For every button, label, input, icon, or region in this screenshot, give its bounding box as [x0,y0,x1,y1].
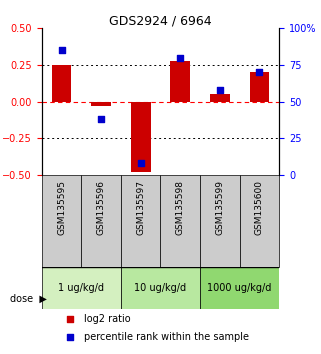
FancyBboxPatch shape [42,267,121,309]
Bar [131,102,151,172]
Point [68,316,73,321]
Bar [52,65,71,102]
Text: percentile rank within the sample: percentile rank within the sample [84,332,249,342]
Bar [170,61,190,102]
Point [59,47,64,53]
FancyBboxPatch shape [81,175,121,267]
Text: GSM135598: GSM135598 [176,179,185,235]
Text: GSM135600: GSM135600 [255,179,264,235]
Text: GSM135596: GSM135596 [97,179,106,235]
Text: 10 ug/kg/d: 10 ug/kg/d [134,283,187,293]
Text: GSM135599: GSM135599 [215,179,224,235]
Title: GDS2924 / 6964: GDS2924 / 6964 [109,14,212,27]
Bar [210,95,230,102]
FancyBboxPatch shape [121,175,160,267]
FancyBboxPatch shape [200,267,279,309]
FancyBboxPatch shape [240,175,279,267]
Bar [249,72,269,102]
Text: log2 ratio: log2 ratio [84,314,131,324]
Text: GSM135595: GSM135595 [57,179,66,235]
Point [68,335,73,340]
FancyBboxPatch shape [200,175,240,267]
FancyBboxPatch shape [160,175,200,267]
Bar [91,102,111,106]
Text: 1000 ug/kg/d: 1000 ug/kg/d [207,283,272,293]
Text: GSM135597: GSM135597 [136,179,145,235]
FancyBboxPatch shape [121,267,200,309]
FancyBboxPatch shape [42,175,81,267]
Point [217,87,222,93]
Point [178,55,183,61]
Point [99,116,104,122]
Text: dose  ▶: dose ▶ [10,294,47,304]
Text: 1 ug/kg/d: 1 ug/kg/d [58,283,104,293]
Point [138,160,143,166]
Point [257,69,262,75]
